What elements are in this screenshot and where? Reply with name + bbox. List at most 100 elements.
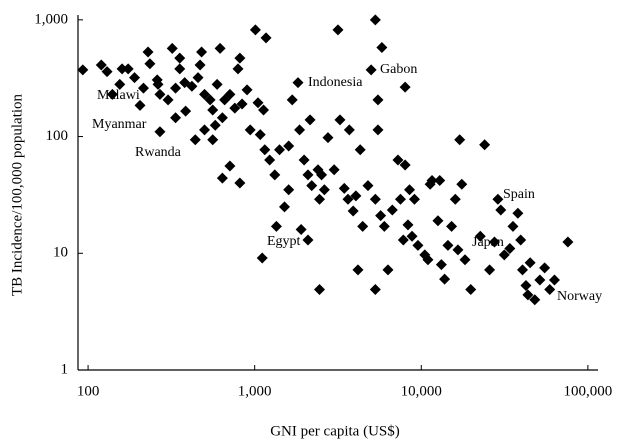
point (216, 112, 228, 124)
point (258, 104, 270, 116)
point (432, 215, 444, 227)
point (318, 184, 330, 196)
x-tick-label: 1,000 (238, 383, 272, 399)
y-tick-label: 10 (53, 245, 68, 261)
point (446, 220, 458, 232)
point (306, 180, 318, 192)
point (422, 254, 434, 266)
point (254, 129, 266, 141)
point (382, 264, 394, 276)
point (452, 244, 464, 256)
point (515, 234, 527, 246)
point (252, 97, 264, 109)
point (278, 201, 290, 213)
annotation: Egypt (267, 234, 301, 249)
point (194, 59, 206, 71)
point (122, 63, 134, 75)
annotation: Gabon (380, 62, 417, 77)
point (294, 124, 306, 136)
point (449, 193, 461, 205)
point (224, 88, 236, 100)
point (244, 124, 256, 136)
annotation: Indonesia (308, 75, 363, 90)
point (214, 42, 226, 54)
point (406, 230, 418, 242)
point (234, 52, 246, 64)
point (302, 234, 314, 246)
x-tick-label: 100 (77, 383, 100, 399)
point (426, 175, 438, 187)
point (357, 220, 369, 232)
point (439, 273, 451, 285)
annotation: Spain (503, 187, 535, 202)
point (207, 104, 219, 116)
point (454, 134, 466, 146)
point (343, 124, 355, 136)
point (434, 175, 446, 187)
point (402, 219, 414, 231)
point (196, 46, 208, 58)
point (412, 239, 424, 251)
point (365, 64, 377, 76)
point (174, 52, 186, 64)
point (186, 80, 198, 92)
point (232, 63, 244, 75)
point (129, 72, 141, 84)
point (354, 144, 366, 156)
point (342, 193, 354, 205)
point (166, 42, 178, 54)
point (376, 41, 388, 53)
point (95, 59, 107, 71)
point (106, 88, 118, 100)
point (492, 193, 504, 205)
point (241, 84, 253, 96)
point (378, 220, 390, 232)
point (465, 283, 477, 295)
point (386, 204, 398, 216)
point (362, 180, 374, 192)
y-tick-label: 100 (46, 128, 69, 144)
point (347, 205, 359, 217)
point (334, 114, 346, 126)
point (394, 193, 406, 205)
point (154, 126, 166, 138)
point (137, 82, 149, 94)
point (77, 64, 89, 76)
point (498, 249, 510, 261)
point (162, 94, 174, 106)
x-tick-label: 10,000 (401, 383, 442, 399)
point (259, 144, 271, 156)
point (539, 262, 551, 274)
point (274, 144, 286, 156)
point (304, 114, 316, 126)
point (459, 254, 471, 266)
point (234, 177, 246, 189)
point (283, 140, 295, 152)
point (397, 234, 409, 246)
point (286, 94, 298, 106)
point (352, 264, 364, 276)
point (236, 98, 248, 110)
point (529, 294, 541, 306)
point (152, 78, 164, 90)
point (408, 193, 420, 205)
point (264, 154, 276, 166)
point (314, 283, 326, 295)
point (392, 154, 404, 166)
point (484, 264, 496, 276)
point (350, 190, 362, 202)
point (249, 24, 261, 36)
point (369, 283, 381, 295)
point (338, 182, 350, 194)
annotation: Rwanda (135, 145, 182, 160)
x-axis-title: GNI per capita (US$) (270, 423, 400, 439)
point (101, 66, 113, 78)
point (116, 63, 128, 75)
point (435, 259, 447, 271)
point (154, 88, 166, 100)
point (520, 279, 532, 291)
point (404, 184, 416, 196)
point (229, 102, 241, 114)
point (269, 169, 281, 181)
